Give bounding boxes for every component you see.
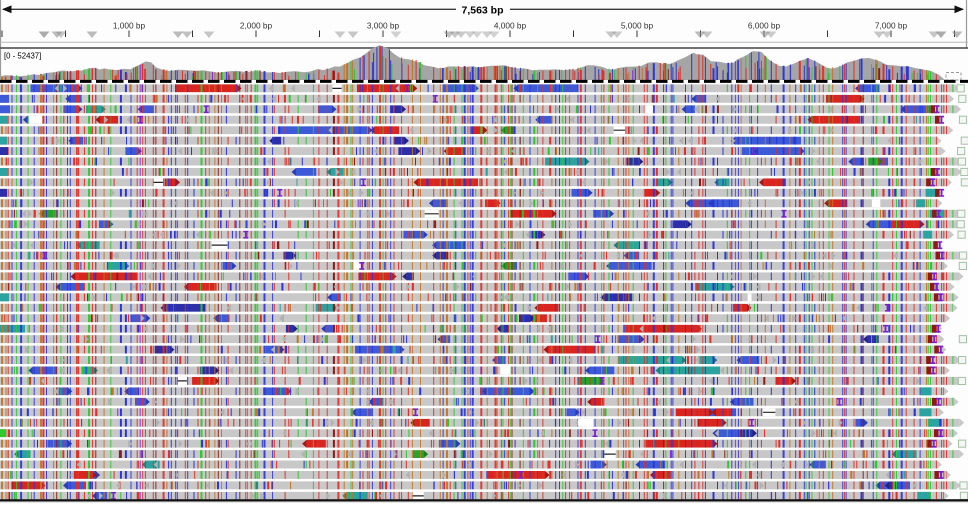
svg-text:1,000 bp: 1,000 bp (113, 21, 146, 31)
svg-text:6,000 bp: 6,000 bp (748, 21, 781, 31)
svg-text:3,000 bp: 3,000 bp (367, 21, 400, 31)
svg-text:4,000 bp: 4,000 bp (494, 21, 527, 31)
svg-text:7,000 bp: 7,000 bp (875, 21, 908, 31)
svg-text:5,000 bp: 5,000 bp (621, 21, 654, 31)
svg-text:2,000 bp: 2,000 bp (240, 21, 273, 31)
svg-text:[0 - 52437]: [0 - 52437] (4, 52, 41, 61)
svg-text:7,563 bp: 7,563 bp (461, 5, 503, 17)
